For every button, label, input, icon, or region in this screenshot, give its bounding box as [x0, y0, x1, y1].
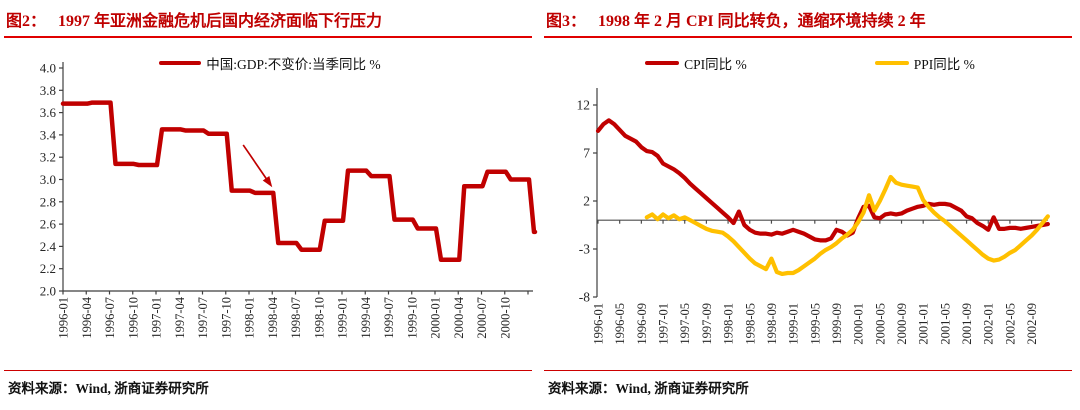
svg-text:1998-04: 1998-04 — [266, 296, 280, 338]
svg-text:1997-01: 1997-01 — [150, 297, 164, 339]
svg-text:1996-01: 1996-01 — [592, 303, 606, 345]
figure2-source: 资料来源：Wind, 浙商证券研究所 — [8, 381, 209, 396]
svg-text:2002-09: 2002-09 — [1025, 303, 1039, 345]
gdp-line-chart: 2.0 2.2 2.4 2.6 2.8 3.0 3.2 3.4 3.6 3.8 4.0 1996-01… — [40, 61, 538, 339]
cpi-line-swatch — [645, 60, 680, 66]
svg-text:1999-05: 1999-05 — [808, 303, 822, 345]
figure3-title: 图3： 1998 年 2 月 CPI 同比转负，通缩环境持续 2 年 — [546, 7, 926, 31]
svg-text:1997-04: 1997-04 — [173, 296, 187, 338]
svg-text:2002-01: 2002-01 — [982, 303, 996, 345]
svg-text:2000-09: 2000-09 — [895, 303, 909, 345]
gdp-legend-label: 中国:GDP:不变价:当季同比 % — [206, 57, 381, 72]
svg-text:1997-07: 1997-07 — [196, 297, 210, 339]
figure2-title-text: 1997 年亚洲金融危机后国内经济面临下行压力 — [58, 13, 383, 30]
svg-text:1997-05: 1997-05 — [678, 303, 692, 345]
cpi-legend-label: CPI同比 % — [684, 57, 747, 72]
svg-text:2: 2 — [583, 194, 590, 209]
svg-text:1999-04: 1999-04 — [359, 296, 373, 338]
svg-text:1998-10: 1998-10 — [312, 297, 326, 339]
svg-text:1997-09: 1997-09 — [700, 303, 714, 345]
svg-text:1996-10: 1996-10 — [126, 297, 140, 339]
svg-text:3.0: 3.0 — [40, 172, 56, 187]
svg-text:2000-05: 2000-05 — [873, 303, 887, 345]
svg-text:-8: -8 — [579, 290, 590, 305]
svg-text:1996-09: 1996-09 — [635, 303, 649, 345]
figure2-bottom-rule — [4, 370, 532, 371]
svg-text:2.0: 2.0 — [40, 284, 56, 299]
svg-text:2.8: 2.8 — [40, 194, 56, 209]
svg-text:2.4: 2.4 — [40, 239, 57, 254]
svg-text:1998-09: 1998-09 — [765, 303, 779, 345]
svg-text:1998-07: 1998-07 — [289, 297, 303, 339]
svg-text:3.4: 3.4 — [40, 127, 57, 142]
ppi-line-swatch — [874, 60, 909, 66]
figure3-panel: 图3： 1998 年 2 月 CPI 同比转负，通缩环境持续 2 年 CPI同比 … — [540, 0, 1080, 410]
ppi-legend-label: PPI同比 % — [913, 57, 975, 72]
svg-text:3.8: 3.8 — [40, 83, 56, 98]
svg-text:4.0: 4.0 — [40, 61, 56, 76]
svg-text:1996-05: 1996-05 — [613, 303, 627, 345]
svg-text:1996-01: 1996-01 — [57, 297, 71, 339]
svg-text:1997-01: 1997-01 — [657, 303, 671, 345]
legend-item-ppi: PPI同比 % — [874, 53, 975, 73]
svg-text:1997-10: 1997-10 — [219, 297, 233, 339]
svg-text:1996-07: 1996-07 — [103, 297, 117, 339]
figure3-number: 图3： — [546, 13, 587, 30]
svg-text:2000-01: 2000-01 — [429, 297, 443, 339]
svg-text:1998-01: 1998-01 — [722, 303, 736, 345]
figure2-number: 图2： — [6, 13, 47, 30]
svg-text:2.6: 2.6 — [40, 217, 57, 232]
svg-text:1999-07: 1999-07 — [382, 297, 396, 339]
svg-text:12: 12 — [577, 98, 591, 113]
svg-text:2000-01: 2000-01 — [852, 303, 866, 345]
figure2-title: 图2： 1997 年亚洲金融危机后国内经济面临下行压力 — [6, 7, 382, 31]
figure3-bottom-rule — [544, 370, 1072, 371]
svg-text:1998-05: 1998-05 — [743, 303, 757, 345]
svg-text:2001-09: 2001-09 — [960, 303, 974, 345]
svg-text:1998-01: 1998-01 — [243, 297, 257, 339]
svg-text:3.6: 3.6 — [40, 105, 57, 120]
legend-item-gdp: 中国:GDP:不变价:当季同比 % — [159, 53, 381, 73]
figure2-legend: 中国:GDP:不变价:当季同比 % — [0, 53, 540, 73]
svg-text:2000-07: 2000-07 — [475, 297, 489, 339]
svg-text:1996-04: 1996-04 — [80, 296, 94, 338]
svg-text:2002-05: 2002-05 — [1003, 303, 1017, 345]
figure3-source: 资料来源：Wind, 浙商证券研究所 — [548, 381, 749, 396]
svg-text:1999-01: 1999-01 — [336, 297, 350, 339]
figure3-legend: CPI同比 % PPI同比 % — [540, 53, 1080, 73]
svg-text:7: 7 — [583, 146, 590, 161]
gdp-line-swatch — [159, 60, 202, 66]
svg-text:2001-01: 2001-01 — [917, 303, 931, 345]
svg-text:-3: -3 — [579, 242, 590, 257]
svg-text:1999-01: 1999-01 — [787, 303, 801, 345]
figure3-title-text: 1998 年 2 月 CPI 同比转负，通缩环境持续 2 年 — [598, 13, 926, 30]
figure2-title-underline — [4, 36, 532, 38]
svg-text:3.2: 3.2 — [40, 150, 56, 165]
svg-text:2001-05: 2001-05 — [938, 303, 952, 345]
svg-text:2000-10: 2000-10 — [498, 297, 512, 339]
svg-text:1999-10: 1999-10 — [405, 297, 419, 339]
figure2-panel: 图2： 1997 年亚洲金融危机后国内经济面临下行压力 中国:GDP:不变价:当季… — [0, 7, 540, 396]
figure3-title-underline — [544, 36, 1072, 38]
svg-text:2.2: 2.2 — [40, 261, 56, 276]
legend-item-cpi: CPI同比 % — [645, 53, 747, 73]
svg-text:1999-09: 1999-09 — [830, 303, 844, 345]
svg-text:2000-04: 2000-04 — [452, 296, 466, 338]
